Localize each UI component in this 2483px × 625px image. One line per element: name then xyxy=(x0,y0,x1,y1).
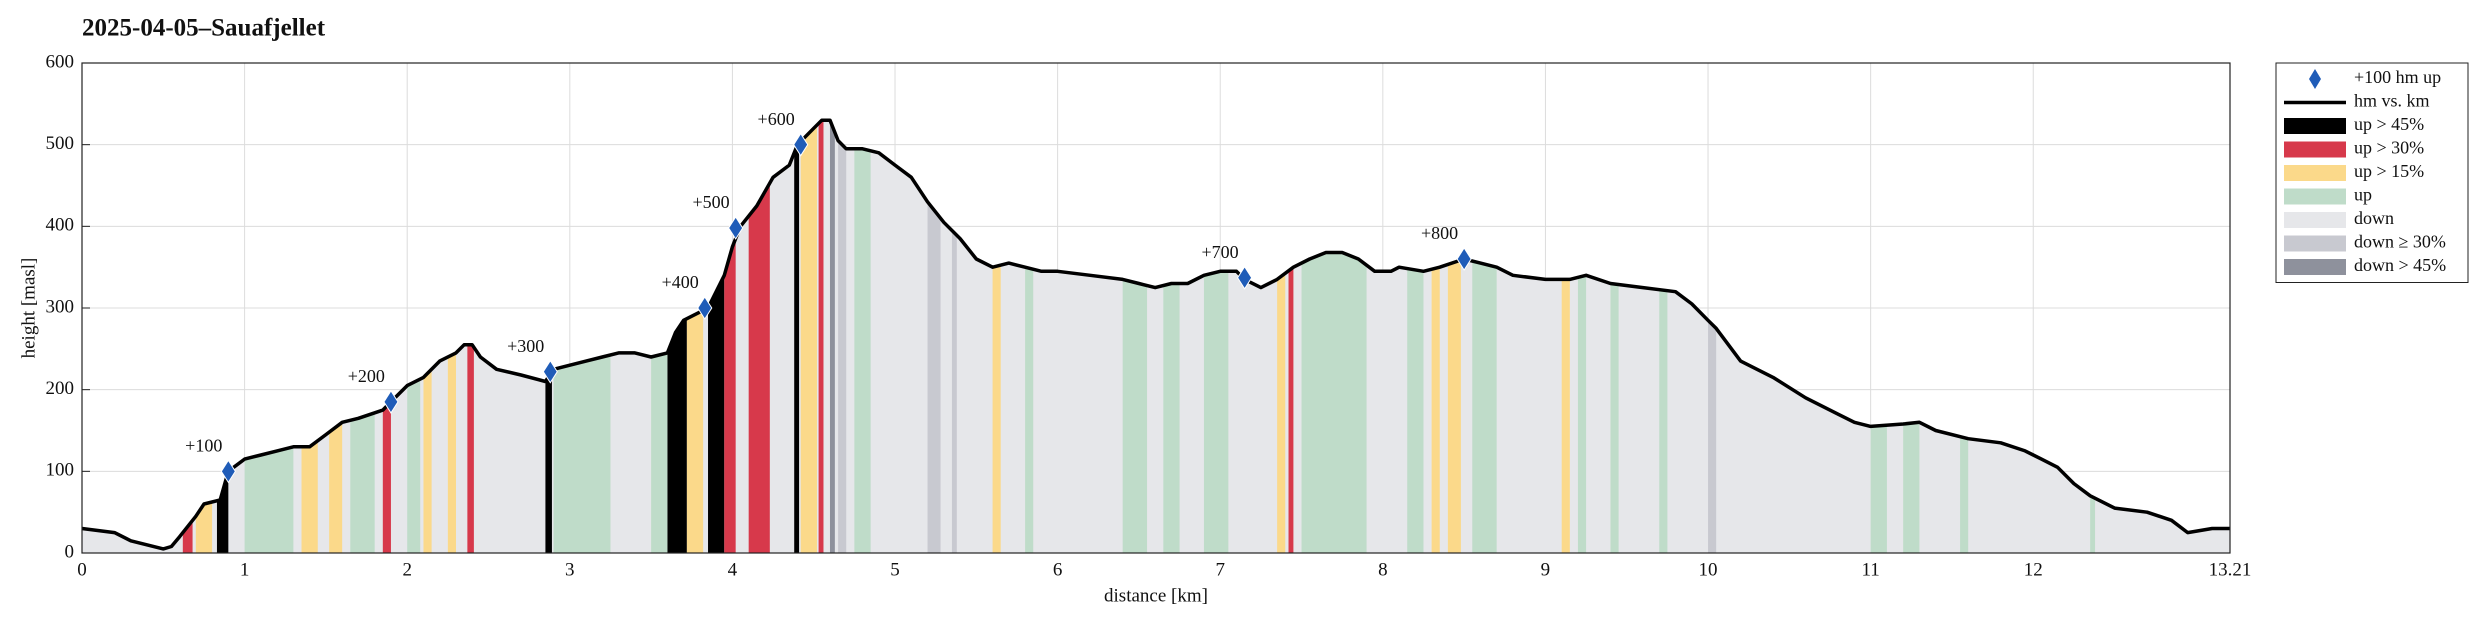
band xyxy=(1203,120,1229,553)
value-label: +500 xyxy=(693,192,730,212)
legend-label: up > 15% xyxy=(2354,161,2424,181)
band xyxy=(854,120,871,553)
band xyxy=(838,120,847,553)
legend-label: down ≥ 30% xyxy=(2354,232,2446,252)
band xyxy=(1447,120,1461,553)
y-tick-label: 500 xyxy=(46,133,75,154)
band xyxy=(1122,120,1148,553)
legend-swatch xyxy=(2284,212,2346,228)
chart-title: 2025-04-05–Sauafjellet xyxy=(82,15,326,42)
legend-label: up xyxy=(2354,185,2372,205)
y-tick-label: 300 xyxy=(46,296,75,317)
plot-frame xyxy=(81,62,2231,554)
band xyxy=(748,120,770,553)
band xyxy=(1610,120,1619,553)
band xyxy=(1301,120,1367,553)
band xyxy=(800,120,817,553)
y-tick-label: 400 xyxy=(46,215,75,236)
band xyxy=(724,120,736,553)
band xyxy=(927,120,941,553)
value-label: +700 xyxy=(1201,242,1238,262)
legend-label: hm vs. km xyxy=(2354,91,2430,111)
legend-label: down xyxy=(2354,208,2394,228)
x-tick-label: 5 xyxy=(890,559,900,580)
band xyxy=(1561,120,1570,553)
legend-swatch xyxy=(2284,259,2346,275)
value-label: +300 xyxy=(507,336,544,356)
y-tick-label: 600 xyxy=(46,51,75,72)
band xyxy=(951,120,957,553)
band xyxy=(1407,120,1424,553)
x-tick-label: 7 xyxy=(1215,559,1225,580)
x-axis-label: distance [km] xyxy=(1104,585,1208,606)
legend-marker xyxy=(2309,69,2321,89)
x-tick-label: 11 xyxy=(1861,559,1879,580)
marker xyxy=(697,296,713,320)
value-label: +600 xyxy=(758,109,795,129)
legend-label: up > 30% xyxy=(2354,138,2424,158)
marker xyxy=(542,359,558,384)
marker xyxy=(220,459,236,484)
x-tick-label: 2 xyxy=(402,559,412,580)
legend-label: +100 hm up xyxy=(2354,67,2441,87)
x-tick-label: 13.21 xyxy=(2209,559,2252,580)
x-tick-label: 8 xyxy=(1378,559,1388,580)
x-tick-label: 12 xyxy=(2024,559,2043,580)
y-tick-label: 100 xyxy=(46,460,75,481)
band xyxy=(992,120,1001,553)
marker xyxy=(1237,265,1253,290)
legend-label: down > 45% xyxy=(2354,255,2446,275)
x-tick-label: 0 xyxy=(77,559,87,580)
marker xyxy=(383,389,399,414)
band xyxy=(794,120,800,553)
legend-label: up > 45% xyxy=(2354,114,2424,134)
x-tick-label: 6 xyxy=(1053,559,1063,580)
band xyxy=(1163,120,1180,553)
y-tick-label: 200 xyxy=(46,378,75,399)
x-tick-label: 4 xyxy=(728,559,738,580)
x-tick-label: 3 xyxy=(565,559,575,580)
legend-swatch xyxy=(2284,141,2346,158)
legend-swatch xyxy=(2284,235,2346,252)
value-label: +400 xyxy=(662,272,699,292)
band xyxy=(818,120,824,553)
x-tick-label: 10 xyxy=(1699,559,1718,580)
value-label: +100 xyxy=(185,435,222,455)
band xyxy=(829,120,835,553)
band xyxy=(1025,120,1034,553)
value-label: +200 xyxy=(348,366,385,386)
y-axis-label: height [masl] xyxy=(18,258,39,359)
profile-line xyxy=(81,118,2230,551)
marker xyxy=(728,216,744,240)
band xyxy=(1431,120,1440,553)
band xyxy=(1472,120,1497,553)
band xyxy=(1659,120,1668,553)
band xyxy=(1288,120,1294,553)
legend-swatch xyxy=(2284,118,2346,134)
legend-swatch xyxy=(2284,188,2346,205)
value-label: +800 xyxy=(1421,223,1458,243)
x-tick-label: 9 xyxy=(1541,559,1551,580)
marker xyxy=(1456,247,1472,271)
band xyxy=(1708,120,1717,553)
legend-swatch xyxy=(2284,165,2346,181)
band xyxy=(1577,120,1587,553)
x-tick-label: 1 xyxy=(240,559,250,580)
y-tick-label: 0 xyxy=(65,541,75,562)
marker xyxy=(793,132,809,157)
band xyxy=(1277,120,1286,553)
